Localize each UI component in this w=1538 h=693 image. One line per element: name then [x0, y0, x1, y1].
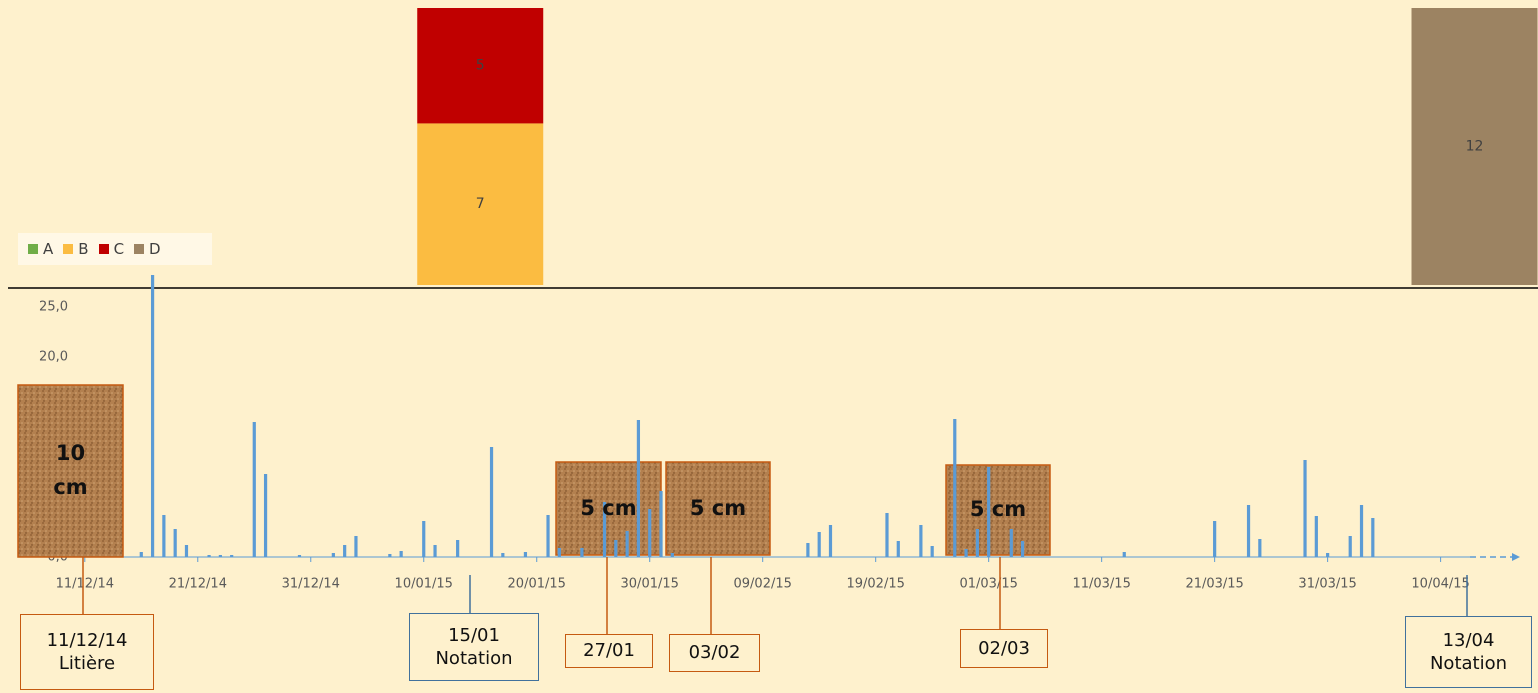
legend-item: B [63, 240, 88, 258]
rain-bar [546, 515, 549, 557]
callout-date: 27/01 [583, 639, 635, 662]
callout-date: 11/12/14 [47, 629, 128, 652]
rain-bar [1371, 518, 1374, 557]
rain-bar [1123, 552, 1126, 557]
x-tick-label: 31/03/15 [1298, 577, 1356, 592]
chart: 0,05,010,015,020,025,011/12/1421/12/1431… [0, 0, 1538, 693]
callout: 27/01 [565, 634, 653, 668]
callout-date: 02/03 [978, 637, 1030, 660]
x-tick-label: 11/03/15 [1072, 577, 1130, 592]
rain-bar [919, 525, 922, 557]
rain-bar [524, 552, 527, 557]
callout: 15/01Notation [409, 613, 539, 681]
x-tick-label: 09/02/15 [734, 577, 792, 592]
callout-date: 13/04 [1443, 629, 1495, 652]
rain-bar [140, 552, 143, 557]
y-tick-label: 25,0 [39, 300, 68, 315]
x-tick-label: 11/12/14 [56, 577, 114, 592]
rain-bar [230, 555, 233, 557]
rain-bar [253, 422, 256, 557]
soil-label: 5 cm [556, 462, 661, 555]
rain-bar [1247, 505, 1250, 557]
legend-item: D [134, 240, 161, 258]
x-tick-label: 10/01/15 [395, 577, 453, 592]
rain-bar [332, 553, 335, 557]
rain-bar [931, 546, 934, 557]
legend-label: B [78, 240, 88, 258]
rain-bar [490, 447, 493, 557]
rain-bar [1326, 553, 1329, 557]
soil-label: 10 cm [18, 385, 123, 557]
x-tick-label: 21/03/15 [1185, 577, 1243, 592]
x-tick-label: 21/12/14 [169, 577, 227, 592]
x-tick-label: 01/03/15 [959, 577, 1017, 592]
axis-arrow [1512, 553, 1520, 561]
rain-bar [885, 513, 888, 557]
rain-bar [1349, 536, 1352, 557]
x-tick-label: 10/04/15 [1411, 577, 1469, 592]
x-tick-label: 31/12/14 [282, 577, 340, 592]
legend-swatch [28, 244, 38, 254]
rain-bar [162, 515, 165, 557]
rain-bar [354, 536, 357, 557]
callout-note: Litière [59, 652, 115, 675]
rain-bar [264, 474, 267, 557]
x-tick-label: 19/02/15 [846, 577, 904, 592]
rain-bar [829, 525, 832, 557]
y-tick-label: 20,0 [39, 350, 68, 365]
rain-bar [185, 545, 188, 557]
rain-bar [207, 555, 210, 557]
rain-bar [433, 545, 436, 557]
callout: 02/03 [960, 629, 1048, 668]
rain-bar [298, 555, 301, 557]
data-label: 12 [1466, 139, 1484, 155]
x-tick-label: 30/01/15 [621, 577, 679, 592]
rain-bar [1213, 521, 1216, 557]
rain-bar [1360, 505, 1363, 557]
legend: A B C D [18, 233, 212, 265]
callout-note: Notation [1430, 652, 1507, 675]
callout: 03/02 [669, 634, 760, 672]
legend-swatch [134, 244, 144, 254]
rain-bar [388, 554, 391, 557]
rain-bar [400, 551, 403, 557]
page: 0,05,010,015,020,025,011/12/1421/12/1431… [0, 0, 1538, 693]
callout-date: 15/01 [448, 624, 500, 647]
legend-item: C [99, 240, 124, 258]
rain-bar [1315, 516, 1318, 557]
rain-bar [1258, 539, 1261, 557]
legend-label: A [43, 240, 53, 258]
legend-label: C [114, 240, 124, 258]
rain-bar [1303, 460, 1306, 557]
legend-swatch [99, 244, 109, 254]
rain-bar [897, 541, 900, 557]
legend-item: A [28, 240, 53, 258]
rain-bar [151, 275, 154, 557]
legend-swatch [63, 244, 73, 254]
callout-date: 03/02 [689, 641, 741, 664]
callout: 11/12/14Litière [20, 614, 154, 690]
rain-bar [806, 543, 809, 557]
data-label: 7 [476, 196, 485, 212]
soil-label: 5 cm [666, 462, 770, 555]
x-tick-label: 20/01/15 [508, 577, 566, 592]
soil-label: 5 cm [946, 465, 1050, 555]
rain-bar [818, 532, 821, 557]
rain-bar [219, 555, 222, 557]
legend-label: D [149, 240, 161, 258]
rain-bar [456, 540, 459, 557]
data-label: 5 [476, 58, 485, 74]
rain-bar [422, 521, 425, 557]
rain-bar [501, 553, 504, 557]
callout-note: Notation [435, 647, 512, 670]
rain-bar [174, 529, 177, 557]
rain-bar [343, 545, 346, 557]
